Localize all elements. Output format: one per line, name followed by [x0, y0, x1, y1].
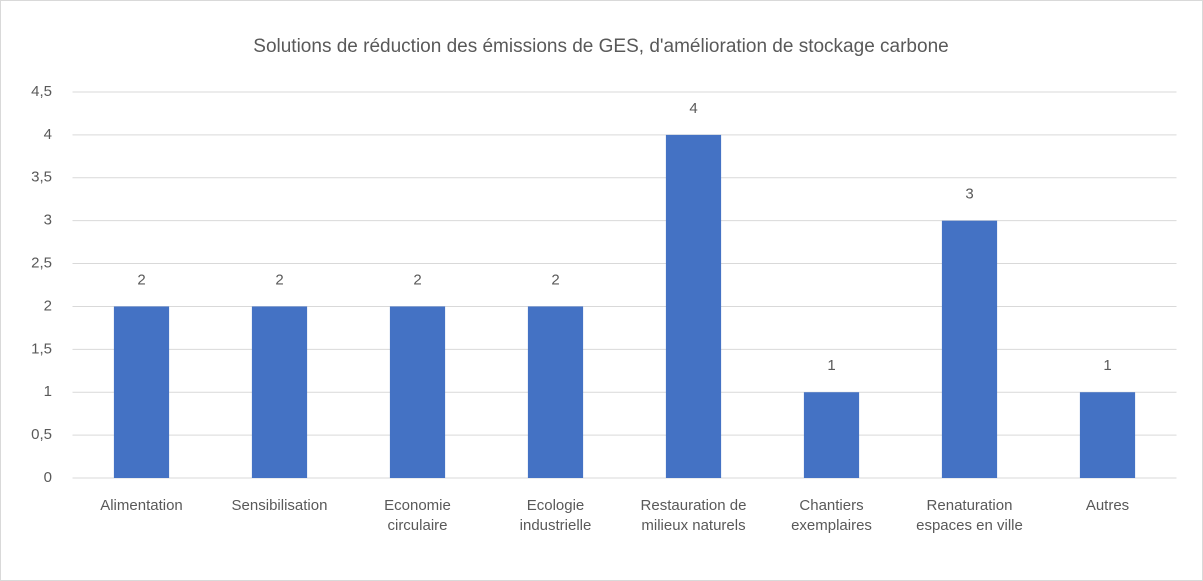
chart-title: Solutions de réduction des émissions de …: [253, 36, 948, 57]
data-label: 2: [137, 271, 145, 288]
x-tick-label: Autres: [1085, 497, 1130, 514]
data-label: 2: [551, 271, 559, 288]
y-tick-label: 2,5: [31, 255, 52, 272]
x-tick-label: Alimentation: [100, 497, 183, 514]
bar: [113, 306, 170, 478]
data-label: 2: [275, 271, 283, 288]
data-label: 3: [965, 186, 973, 203]
data-label: 1: [1103, 357, 1111, 374]
y-tick-label: 3: [44, 212, 52, 229]
x-tick-label: Chantiers exemplaires: [791, 497, 872, 534]
y-tick-label: 1,5: [31, 340, 52, 357]
bar: [1079, 392, 1136, 478]
data-label: 1: [827, 357, 835, 374]
x-tick-label: Renaturation espaces en ville: [916, 497, 1023, 534]
bar: [803, 392, 860, 478]
bar: [941, 220, 998, 478]
bar: [665, 134, 722, 478]
data-label: 2: [413, 271, 421, 288]
bar: [527, 306, 584, 478]
y-tick-label: 3,5: [31, 169, 52, 186]
y-tick-label: 0,5: [31, 426, 52, 443]
x-tick-label: Restauration de milieux naturels: [640, 497, 747, 534]
y-tick-label: 1: [44, 383, 52, 400]
y-tick-label: 0: [44, 469, 52, 486]
x-tick-label: Economie circulaire: [384, 497, 451, 534]
data-label: 4: [689, 100, 697, 117]
bar: [251, 306, 308, 478]
y-tick-label: 4,5: [31, 83, 52, 100]
bar: [389, 306, 446, 478]
x-tick-label: Sensibilisation: [231, 497, 328, 514]
y-tick-label: 4: [44, 126, 52, 143]
x-tick-label: Ecologie industrielle: [519, 497, 592, 534]
y-tick-label: 2: [44, 297, 52, 314]
